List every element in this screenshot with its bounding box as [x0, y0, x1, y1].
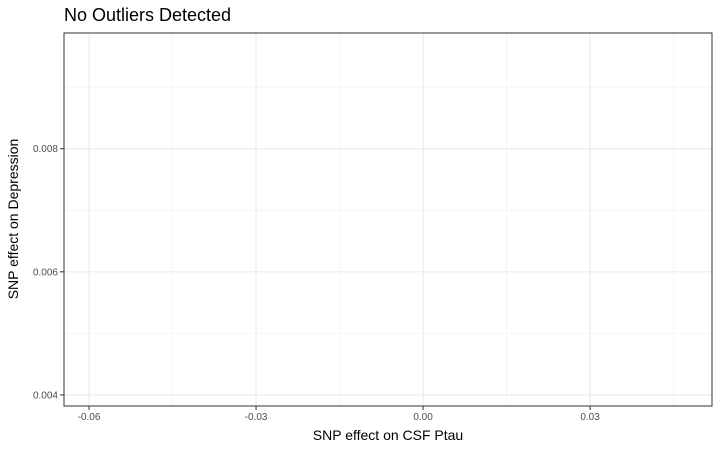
- x-axis-label: SNP effect on CSF Ptau: [313, 427, 463, 443]
- y-axis-label: SNP effect on Depression: [5, 139, 21, 300]
- chart-title: No Outliers Detected: [64, 5, 231, 25]
- x-tick-label: -0.03: [245, 412, 268, 423]
- y-tick-label: 0.006: [33, 267, 58, 278]
- y-axis-ticks: 0.004 0.006 0.008: [33, 144, 64, 401]
- y-tick-label: 0.008: [33, 144, 58, 155]
- plot-panel-border: [63, 32, 713, 407]
- x-tick-label: 0.03: [580, 412, 600, 423]
- major-gridlines: [64, 33, 712, 406]
- x-tick-label: -0.06: [78, 412, 101, 423]
- y-tick-label: 0.004: [33, 390, 58, 401]
- minor-gridlines: [64, 33, 712, 406]
- x-axis-ticks: -0.06 -0.03 0.00 0.03: [78, 406, 600, 423]
- x-tick-label: 0.00: [413, 412, 433, 423]
